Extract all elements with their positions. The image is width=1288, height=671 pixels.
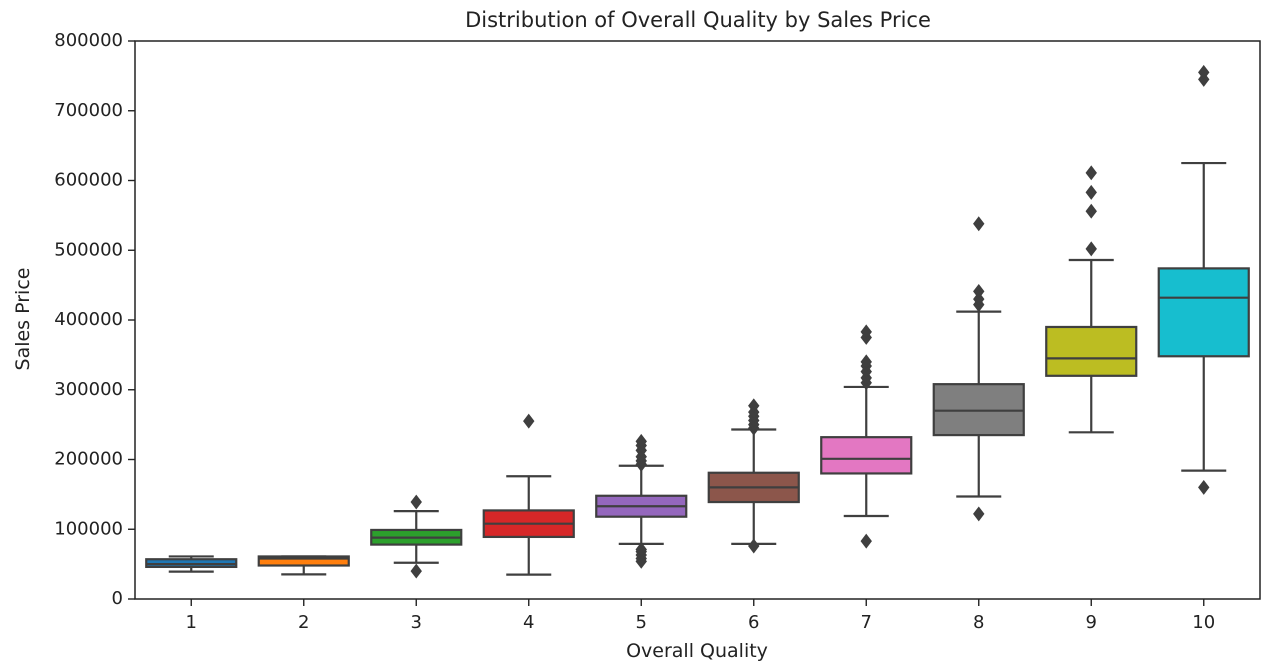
box-group-8 xyxy=(932,216,1025,522)
box-group-7 xyxy=(820,324,913,549)
outlier-point xyxy=(1198,64,1210,80)
y-tick-label: 100000 xyxy=(54,518,123,539)
outlier-point xyxy=(860,533,872,549)
outlier-point xyxy=(410,563,422,579)
outlier-point xyxy=(523,413,535,429)
x-tick-label: 6 xyxy=(748,612,759,633)
outlier-point xyxy=(973,291,985,307)
y-tick-label: 0 xyxy=(112,588,123,609)
boxes xyxy=(145,64,1250,579)
outlier-point xyxy=(973,506,985,522)
plot-frame xyxy=(134,40,1261,600)
x-tick-label: 2 xyxy=(298,612,309,633)
x-tick-label: 3 xyxy=(411,612,422,633)
box-group-9 xyxy=(1045,165,1138,434)
box-group-4 xyxy=(482,413,575,576)
x-tick-label: 9 xyxy=(1086,612,1097,633)
x-tick-label: 5 xyxy=(636,612,647,633)
outlier-point xyxy=(635,542,647,557)
outlier-point xyxy=(748,538,760,554)
box-group-5 xyxy=(595,433,688,569)
y-tick-label: 200000 xyxy=(54,449,123,470)
box-group-2 xyxy=(257,555,350,576)
x-axis-label: Overall Quality xyxy=(626,640,768,662)
outlier-point xyxy=(1085,184,1097,200)
y-tick-label: 300000 xyxy=(54,379,123,400)
outlier-point xyxy=(1198,479,1210,495)
chart-title: Distribution of Overall Quality by Sales… xyxy=(465,8,931,32)
box xyxy=(820,436,913,475)
x-axis: 1 2 3 4 5 6 7 8 9 10 xyxy=(186,599,1215,633)
outlier-point xyxy=(410,494,422,510)
box-group-6 xyxy=(707,398,800,554)
x-tick-label: 7 xyxy=(861,612,872,633)
x-tick-label: 4 xyxy=(523,612,534,633)
outlier-point xyxy=(1085,203,1097,219)
box xyxy=(257,555,350,567)
x-tick-label: 1 xyxy=(186,612,197,633)
outlier-point xyxy=(1085,241,1097,257)
y-axis: 0 100000 200000 300000 400000 500000 600000 700… xyxy=(54,30,135,609)
outlier-point xyxy=(748,398,760,414)
y-tick-label: 800000 xyxy=(54,30,123,51)
y-tick-label: 500000 xyxy=(54,239,123,260)
box xyxy=(1045,325,1138,377)
box-group-1 xyxy=(145,555,238,573)
box-group-3 xyxy=(370,494,463,579)
y-tick-label: 700000 xyxy=(54,100,123,121)
box-group-10 xyxy=(1157,64,1250,495)
outlier-point xyxy=(973,216,985,232)
y-axis-label: Sales Price xyxy=(12,268,34,371)
outlier-point xyxy=(860,324,872,340)
y-tick-label: 400000 xyxy=(54,309,123,330)
box xyxy=(1157,267,1250,358)
y-tick-label: 600000 xyxy=(54,170,123,191)
outlier-point xyxy=(635,433,647,449)
x-tick-label: 8 xyxy=(973,612,984,633)
outlier-point xyxy=(860,354,872,370)
outlier-point xyxy=(1085,165,1097,181)
outlier-point xyxy=(973,283,985,299)
x-tick-label: 10 xyxy=(1192,612,1215,633)
